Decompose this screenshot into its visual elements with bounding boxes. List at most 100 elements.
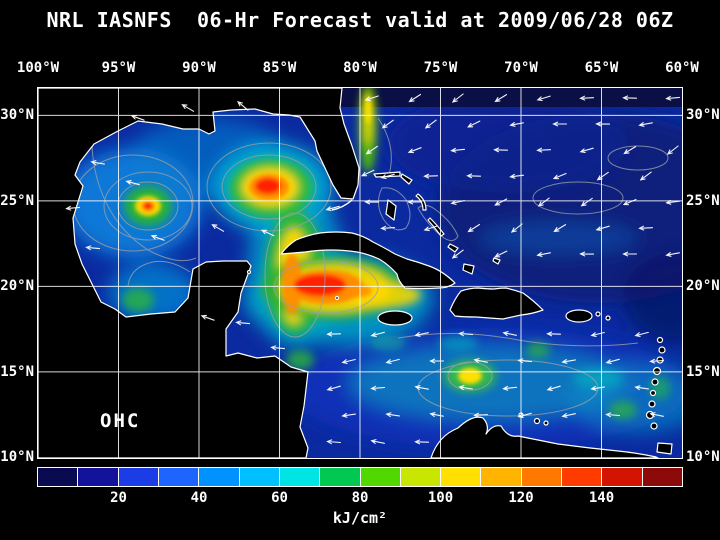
wind-arrow: [623, 146, 637, 155]
wind-arrow: [370, 385, 386, 391]
antilles-island: [652, 366, 662, 376]
wind-arrow: [473, 412, 489, 418]
wind-arrow: [458, 331, 474, 337]
wind-arrow: [370, 439, 385, 444]
colorbar-tick-label: 20: [110, 490, 127, 506]
wind-arrow: [580, 197, 593, 207]
wind-arrow: [605, 358, 620, 365]
lat-tick-label-left: 15°N: [0, 363, 34, 380]
wind-arrow: [517, 358, 533, 364]
colorbar: [37, 467, 683, 487]
wind-arrow: [429, 412, 444, 417]
lat-tick-label-left: 20°N: [0, 278, 34, 295]
lat-tick-label-left: 25°N: [0, 192, 34, 209]
wind-arrow: [429, 358, 445, 364]
wind-arrow: [414, 332, 429, 337]
colorbar-tick-label: 80: [351, 490, 369, 506]
wind-arrow: [407, 199, 423, 205]
map-frame: OHC: [37, 87, 683, 459]
colorbar-segment: [239, 468, 280, 486]
colorbar-tick-label: 100: [427, 490, 454, 506]
wind-arrow: [414, 385, 429, 390]
wind-arrow: [451, 249, 464, 259]
lat-tick-label-right: 20°N: [686, 278, 720, 295]
wind-arrow: [552, 172, 567, 180]
virgin-island: [595, 311, 601, 317]
wind-arrow: [325, 205, 340, 212]
cayman-island: [334, 295, 340, 301]
wind-arrow: [270, 345, 286, 351]
wind-arrow: [536, 252, 551, 257]
wind-arrow: [200, 314, 215, 321]
antilles-island: [648, 400, 656, 408]
grid-lines: [38, 88, 682, 458]
lat-tick-label-right: 25°N: [686, 192, 720, 209]
wind-arrow: [596, 171, 609, 181]
wind-arrow: [665, 199, 680, 205]
wind-arrow: [649, 358, 665, 364]
turks-island: [492, 257, 501, 265]
wind-arrow: [235, 320, 251, 326]
wind-arrow: [509, 173, 525, 179]
south-america-land: [430, 416, 659, 458]
wind-arrow: [473, 358, 488, 363]
wind-arrow: [561, 413, 576, 418]
wind-arrow: [510, 223, 523, 233]
wind-arrow: [423, 225, 438, 232]
wind-arrow: [407, 147, 422, 154]
wind-arrow: [595, 225, 610, 232]
wind-arrow: [370, 331, 385, 338]
wind-arrow: [85, 245, 101, 251]
wind-arrow: [125, 179, 140, 186]
lon-tick-label: 80°W: [343, 60, 377, 76]
wind-arrow: [622, 95, 638, 101]
lon-tick-label: 75°W: [423, 60, 458, 76]
wind-arrow: [494, 250, 508, 258]
wind-arrow: [509, 122, 524, 127]
colorbar-segment: [441, 468, 482, 486]
lat-tick-label-left: 10°N: [0, 449, 34, 466]
wind-arrow: [502, 331, 517, 336]
wind-arrow: [622, 198, 637, 206]
colorbar-segment: [602, 468, 643, 486]
bahamas-grand-bahama: [373, 171, 401, 178]
wind-arrow: [385, 412, 400, 418]
bahamas-abaco: [400, 173, 413, 185]
wind-arrow: [605, 412, 621, 418]
antilles-island: [658, 346, 666, 354]
wind-arrow: [502, 385, 518, 391]
trinidad-land: [656, 442, 673, 455]
wind-arrow: [494, 198, 508, 206]
lat-tick-label-right: 15°N: [686, 363, 720, 380]
wind-arrow: [341, 412, 356, 418]
wind-arrow: [364, 95, 379, 102]
colorbar-tick-label: 140: [588, 490, 615, 506]
lon-tick-label: 100°W: [16, 60, 60, 76]
colorbar-segment: [562, 468, 603, 486]
wind-arrow: [341, 358, 356, 364]
wind-arrow: [260, 229, 275, 237]
colorbar-segment: [158, 468, 200, 486]
jamaica-land: [377, 310, 413, 326]
colorbar-segment: [279, 468, 321, 486]
lon-tick-label: 70°W: [504, 60, 538, 76]
wind-arrow: [546, 385, 561, 392]
wind-arrow: [450, 200, 465, 205]
puerto-rico-land: [565, 309, 593, 323]
colorbar-segment: [38, 468, 79, 486]
bahamas-eleuthera: [415, 193, 427, 211]
wind-arrow: [326, 331, 342, 337]
wind-arrow: [211, 224, 225, 232]
antilles-island: [651, 378, 659, 386]
colorbar-segment: [199, 468, 240, 486]
wind-arrow: [364, 199, 380, 205]
wind-arrow: [634, 331, 649, 337]
wind-arrow: [553, 224, 567, 233]
wind-arrow: [552, 121, 568, 127]
antilles-island: [656, 356, 664, 364]
antilles-island: [656, 336, 664, 344]
colorbar-segment: [78, 468, 119, 486]
wind-arrow: [90, 160, 105, 166]
page-title: NRL IASNFS 06-Hr Forecast valid at 2009/…: [46, 8, 674, 32]
lon-tick-label: 90°W: [182, 60, 216, 76]
